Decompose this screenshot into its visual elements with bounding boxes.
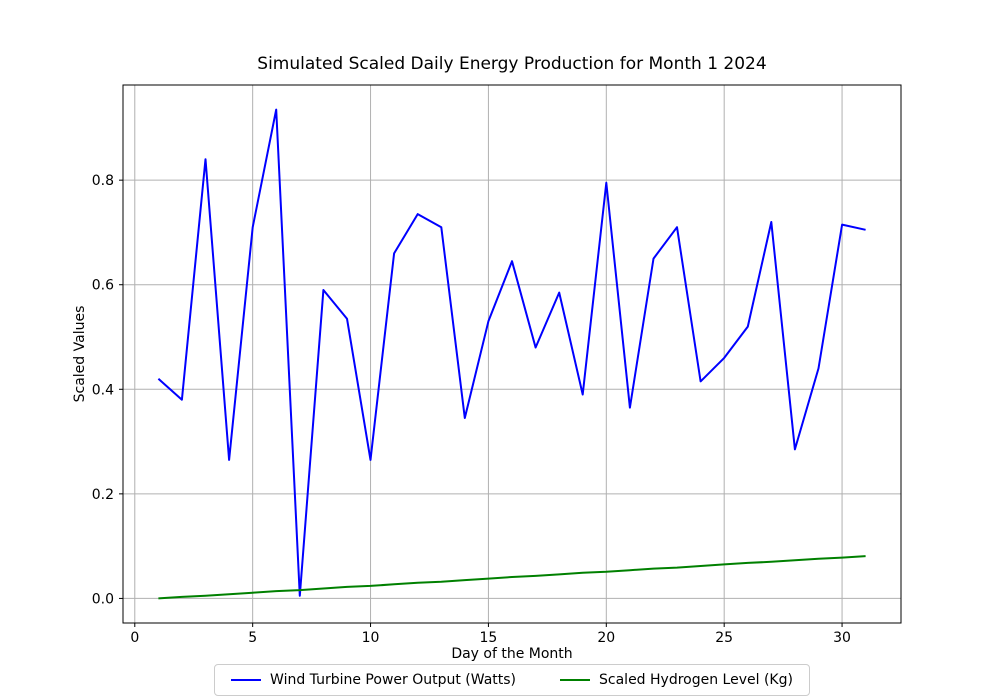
- legend-label-hydrogen-level: Scaled Hydrogen Level (Kg): [599, 672, 793, 688]
- hydrogen-level-line: [158, 555, 866, 600]
- x-tick-label: 20: [597, 630, 615, 646]
- x-tick-label: 0: [130, 630, 139, 646]
- y-tick-label: 0.4: [92, 382, 114, 398]
- x-tick-label: 5: [248, 630, 257, 646]
- y-axis-label: Scaled Values: [72, 305, 88, 403]
- x-tick-label: 15: [480, 630, 498, 646]
- x-tick-label: 25: [715, 630, 733, 646]
- legend: Wind Turbine Power Output (Watts) Scaled…: [214, 664, 810, 696]
- legend-item-wind-power: Wind Turbine Power Output (Watts): [231, 672, 516, 688]
- y-tick-label: 0.0: [92, 591, 114, 607]
- y-tick-label: 0.8: [92, 173, 114, 189]
- y-tick-label: 0.6: [92, 278, 114, 294]
- chart-title: Simulated Scaled Daily Energy Production…: [257, 54, 767, 74]
- x-tick-label: 30: [833, 630, 851, 646]
- x-axis-label: Day of the Month: [451, 646, 573, 662]
- legend-item-hydrogen-level: Scaled Hydrogen Level (Kg): [560, 672, 793, 688]
- wind-turbine-power-line: [157, 108, 866, 597]
- wind-power-line-swatch: [231, 679, 262, 681]
- legend-row: Wind Turbine Power Output (Watts) Scaled…: [123, 664, 901, 696]
- hydrogen-level-line-swatch: [560, 679, 591, 681]
- plot-border: [122, 84, 902, 624]
- x-tick-label: 10: [362, 630, 380, 646]
- legend-label-wind-power: Wind Turbine Power Output (Watts): [270, 672, 517, 688]
- y-tick-label: 0.2: [92, 487, 114, 503]
